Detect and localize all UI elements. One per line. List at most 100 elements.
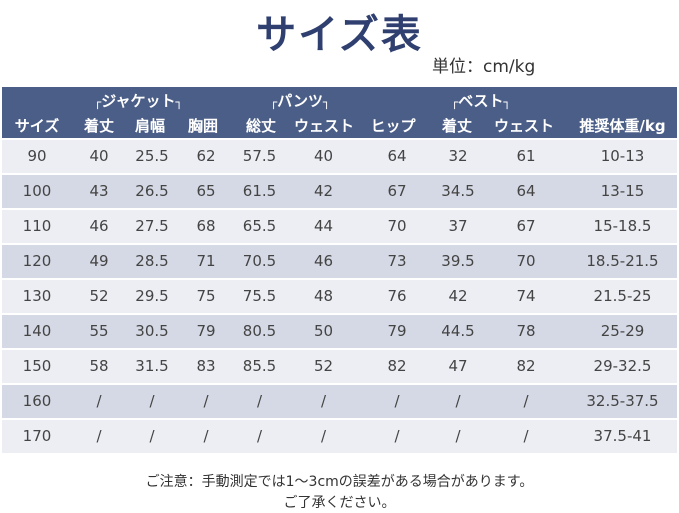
cell-shoulder: 28.5 (135, 252, 169, 270)
cell-total-length: / (256, 392, 263, 410)
cell-size: 130 (22, 287, 52, 305)
table-row: 110 46 27.5 68 65.5 44 70 37 67 15-18.5 (2, 210, 677, 243)
cell-total-length: 65.5 (242, 217, 277, 235)
cell-size: 140 (22, 322, 52, 340)
cell-vest-waist: 74 (516, 287, 536, 305)
cell-total-length: 57.5 (242, 147, 277, 165)
cell-pants-waist: 50 (313, 322, 334, 340)
cell-size: 170 (22, 427, 52, 445)
cell-chest: / (203, 392, 209, 410)
table-row: 90 40 25.5 62 57.5 40 64 32 61 10-13 (2, 140, 677, 173)
cell-chest: / (203, 427, 209, 445)
cell-hip: 79 (387, 322, 407, 340)
table-row: 160 / / / / / / / / 32.5-37.5 (2, 385, 677, 418)
cell-chest: 83 (196, 357, 216, 375)
cell-vest-waist: 61 (516, 147, 536, 165)
cell-size: 100 (22, 182, 52, 200)
cell-weight: 21.5-25 (593, 287, 652, 305)
cell-vest-length: 42 (448, 287, 468, 305)
cell-vest-waist: / (523, 392, 529, 410)
cell-chest: 62 (196, 147, 216, 165)
cell-pants-waist: 46 (313, 252, 334, 270)
cell-jacket-length: 58 (89, 357, 109, 375)
cell-shoulder: 29.5 (135, 287, 169, 305)
cell-shoulder: 30.5 (135, 322, 169, 340)
unit-label: 単位：cm/kg (432, 57, 536, 77)
cell-size: 160 (22, 392, 52, 410)
table-row: 150 58 31.5 83 85.5 52 82 47 82 29-32.5 (2, 350, 677, 383)
cell-jacket-length: 49 (89, 252, 109, 270)
cell-pants-waist: 42 (313, 182, 334, 200)
cell-shoulder: / (149, 427, 155, 445)
cell-vest-waist: 82 (516, 357, 536, 375)
table-row: 100 43 26.5 65 61.5 42 67 34.5 64 13-15 (2, 175, 677, 208)
cell-vest-length: 32 (448, 147, 468, 165)
cell-chest: 75 (196, 287, 216, 305)
cell-jacket-length: / (96, 392, 102, 410)
col-header-total-length: 総丈 (245, 117, 276, 135)
cell-weight: 18.5-21.5 (586, 252, 659, 270)
cell-pants-waist: 48 (313, 287, 334, 305)
cell-total-length: 80.5 (242, 322, 277, 340)
cell-vest-length: / (455, 392, 461, 410)
cell-vest-waist: / (523, 427, 529, 445)
table-row: 120 49 28.5 71 70.5 46 73 39.5 70 18.5-21.5 (2, 245, 677, 278)
cell-jacket-length: 55 (89, 322, 109, 340)
cell-vest-waist: 78 (516, 322, 536, 340)
col-header-chest: 胸囲 (187, 117, 218, 135)
col-header-jacket-length: 着丈 (83, 117, 114, 135)
cell-chest: 65 (196, 182, 216, 200)
group-jacket: ┌ジャケット┐ (94, 92, 183, 110)
cell-total-length: 61.5 (242, 182, 277, 200)
cell-vest-length: 39.5 (441, 252, 475, 270)
cell-hip: 67 (387, 182, 407, 200)
cell-weight: 32.5-37.5 (586, 392, 659, 410)
table-header: ┌ジャケット┐ ┌パンツ┐ ┌ベスト┐ サイズ 着丈 肩幅 胸囲 総丈 ウェスト… (2, 87, 677, 138)
table-row: 140 55 30.5 79 80.5 50 79 44.5 78 25-29 (2, 315, 677, 348)
note-line-2: ご了承ください。 (283, 495, 396, 511)
cell-hip: / (394, 392, 400, 410)
cell-weight: 29-32.5 (593, 357, 652, 375)
cell-vest-length: 47 (448, 357, 468, 375)
cell-jacket-length: 40 (89, 147, 109, 165)
cell-shoulder: / (149, 392, 155, 410)
cell-total-length: 70.5 (242, 252, 277, 270)
cell-pants-waist: 52 (313, 357, 334, 375)
cell-hip: 82 (387, 357, 407, 375)
cell-chest: 71 (196, 252, 216, 270)
cell-shoulder: 26.5 (135, 182, 169, 200)
note-line-1: ご注意：手動測定では1～3cmの誤差がある場合があります。 (145, 474, 534, 490)
cell-pants-waist: / (320, 392, 327, 410)
cell-shoulder: 27.5 (135, 217, 169, 235)
cell-weight: 10-13 (600, 147, 645, 165)
cell-pants-waist: 40 (313, 147, 334, 165)
col-header-shoulder: 肩幅 (134, 117, 165, 135)
cell-chest: 79 (196, 322, 216, 340)
cell-total-length: 75.5 (242, 287, 277, 305)
cell-hip: 70 (387, 217, 407, 235)
cell-vest-length: 44.5 (441, 322, 475, 340)
cell-weight: 37.5-41 (593, 427, 652, 445)
cell-size: 90 (27, 147, 47, 165)
cell-size: 120 (22, 252, 52, 270)
cell-hip: 64 (387, 147, 407, 165)
cell-vest-length: / (455, 427, 461, 445)
col-header-vest-waist: ウェスト (493, 117, 554, 135)
table-row: 130 52 29.5 75 75.5 48 76 42 74 21.5-25 (2, 280, 677, 313)
col-header-vest-length: 着丈 (441, 117, 472, 135)
cell-weight: 25-29 (600, 322, 645, 340)
cell-total-length: / (256, 427, 263, 445)
cell-shoulder: 31.5 (135, 357, 169, 375)
cell-chest: 68 (196, 217, 216, 235)
cell-size: 110 (22, 217, 52, 235)
cell-total-length: 85.5 (242, 357, 277, 375)
cell-jacket-length: 52 (89, 287, 109, 305)
cell-hip: 76 (387, 287, 407, 305)
group-vest: ┌ベスト┐ (451, 92, 511, 110)
cell-vest-length: 37 (448, 217, 468, 235)
table-row: 170 / / / / / / / / 37.5-41 (2, 420, 677, 453)
cell-pants-waist: / (320, 427, 327, 445)
page-title: サイズ表 (256, 11, 423, 58)
col-header-weight: 推奨体重/kg (579, 117, 666, 135)
group-pants: ┌パンツ┐ (270, 92, 331, 110)
